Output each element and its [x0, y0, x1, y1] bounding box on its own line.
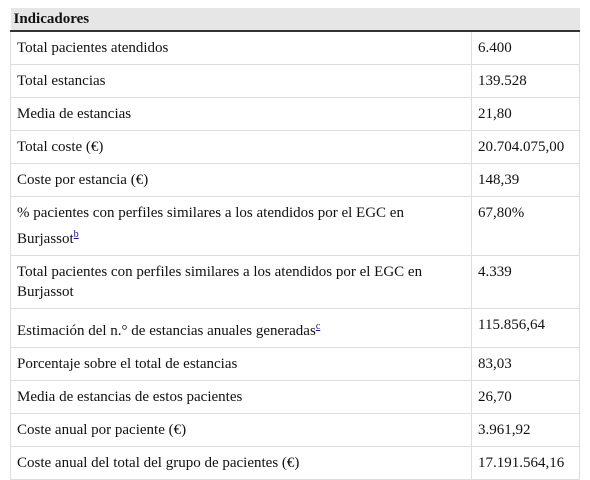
value-cell: 115.856,64: [471, 308, 580, 348]
header-cell: Indicadores: [10, 8, 472, 32]
value-cell: 139.528: [471, 64, 580, 98]
label-cell: Coste por estancia (€): [10, 163, 472, 197]
label-cell: Total estancias: [10, 64, 472, 98]
row-value: 20.704.075,00: [478, 139, 565, 155]
row-value: 115.856,64: [478, 317, 545, 333]
label-cell: % pacientes con perfiles similares a los…: [10, 196, 472, 256]
row-label: % pacientes con perfiles similares a los…: [17, 205, 404, 247]
table-row: Total estancias 139.528: [10, 64, 580, 98]
table-row: Media de estancias de estos pacientes 26,…: [10, 380, 580, 414]
table-row: Media de estancias 21,80: [10, 97, 580, 131]
row-value: 17.191.564,16: [478, 455, 565, 471]
value-cell: 4.339: [471, 255, 580, 309]
row-label: Porcentaje sobre el total de estancias: [17, 356, 238, 372]
value-cell: 6.400: [471, 30, 580, 65]
table-row: Porcentaje sobre el total de estancias 83…: [10, 347, 580, 381]
table-row: Total pacientes con perfiles similares a…: [10, 255, 580, 309]
value-cell: 26,70: [471, 380, 580, 414]
footnote-ref: b: [74, 226, 79, 240]
label-cell: Total coste (€): [10, 130, 472, 164]
label-cell: Total pacientes con perfiles similares a…: [10, 255, 472, 309]
indicators-table: Indicadores Total pacientes atendidos 6.4…: [10, 8, 580, 480]
footnote-ref: c: [316, 318, 320, 332]
label-cell: Media de estancias: [10, 97, 472, 131]
value-cell: 20.704.075,00: [471, 130, 580, 164]
table-row: Total pacientes atendidos 6.400: [10, 30, 580, 65]
label-cell: Total pacientes atendidos: [10, 30, 472, 65]
value-cell: 3.961,92: [471, 413, 580, 447]
table-row: % pacientes con perfiles similares a los…: [10, 196, 580, 256]
row-value: 67,80%: [478, 205, 525, 221]
row-value: 4.339: [478, 264, 512, 280]
footnote-link[interactable]: c: [315, 321, 321, 332]
row-label: Media de estancias: [17, 106, 132, 122]
value-cell: 17.191.564,16: [471, 446, 580, 480]
row-label: Total estancias: [17, 73, 106, 89]
page: Indicadores Total pacientes atendidos 6.4…: [10, 8, 580, 480]
value-cell: 148,39: [471, 163, 580, 197]
label-cell: Media de estancias de estos pacientes: [10, 380, 472, 414]
row-value: 139.528: [478, 73, 527, 89]
table-row: Total coste (€) 20.704.075,00: [10, 130, 580, 164]
table-row: Coste anual por paciente (€) 3.961,92: [10, 413, 580, 447]
row-value: 26,70: [478, 389, 512, 405]
row-label: Coste anual del total del grupo de pacie…: [17, 455, 300, 471]
label-cell: Porcentaje sobre el total de estancias: [10, 347, 472, 381]
row-label: Total coste (€): [17, 139, 104, 155]
row-label: Estimación del n.° de estancias anuales …: [17, 323, 316, 339]
table-row: Coste por estancia (€) 148,39: [10, 163, 580, 197]
header-row: Indicadores: [10, 8, 580, 32]
row-value: 3.961,92: [478, 422, 531, 438]
label-cell: Coste anual del total del grupo de pacie…: [10, 446, 472, 480]
row-label: Total pacientes con perfiles similares a…: [17, 264, 423, 300]
row-value: 148,39: [478, 172, 520, 188]
row-label: Coste anual por paciente (€): [17, 422, 187, 438]
value-cell: 21,80: [471, 97, 580, 131]
label-cell: Estimación del n.° de estancias anuales …: [10, 308, 472, 348]
label-cell: Coste anual por paciente (€): [10, 413, 472, 447]
row-label: Total pacientes atendidos: [17, 40, 169, 56]
table-row: Coste anual del total del grupo de pacie…: [10, 446, 580, 480]
value-cell: 67,80%: [471, 196, 580, 256]
footnote-link[interactable]: b: [73, 229, 79, 240]
header-cell: [471, 8, 580, 32]
row-label: Media de estancias de estos pacientes: [17, 389, 243, 405]
row-label: Coste por estancia (€): [17, 172, 149, 188]
table-body: Total pacientes atendidos 6.400 Total esta…: [10, 30, 580, 480]
table-row: Estimación del n.° de estancias anuales …: [10, 308, 580, 348]
row-value: 83,03: [478, 356, 512, 372]
value-cell: 83,03: [471, 347, 580, 381]
row-value: 21,80: [478, 106, 512, 122]
row-value: 6.400: [478, 40, 512, 56]
